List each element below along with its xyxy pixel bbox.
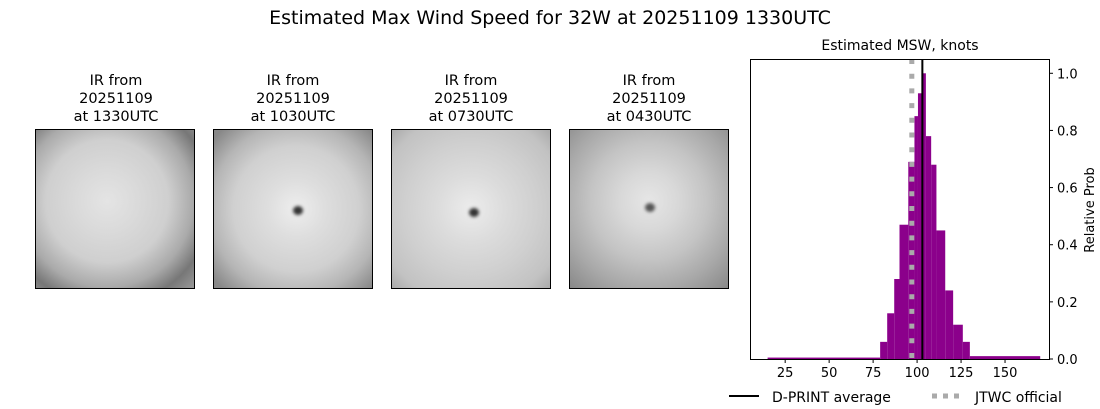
histogram-bar	[969, 356, 1041, 359]
histogram-bar	[908, 161, 915, 359]
chart-title: Estimated MSW, knots	[821, 38, 978, 54]
panel-title-line: IR from	[266, 73, 320, 89]
histogram-bar	[925, 136, 932, 359]
histogram-bar	[887, 313, 895, 359]
y-tick-label: 1.0	[1057, 67, 1078, 82]
histogram-bar	[767, 357, 881, 359]
x-tick-label: 125	[949, 366, 974, 381]
ir-image-0430	[569, 129, 729, 289]
panel-title-line: 20251109	[612, 91, 686, 107]
panel-title-line: 20251109	[256, 91, 330, 107]
panel-title-line: at 1030UTC	[250, 109, 336, 125]
histogram-bar	[945, 290, 954, 359]
histogram-bar	[936, 230, 946, 359]
panel-title-3: IR from 20251109 at 0730UTC	[371, 72, 571, 126]
histogram-bar	[931, 164, 937, 359]
y-tick-label: 0.4	[1057, 239, 1078, 254]
y-tick-label: 0.8	[1057, 124, 1078, 139]
ir-image-0730	[391, 129, 551, 289]
x-tick-label: 25	[777, 366, 794, 381]
x-tick-label: 150	[993, 366, 1018, 381]
x-tick-label: 75	[865, 366, 882, 381]
histogram-bar	[914, 116, 918, 360]
histogram-bar	[962, 341, 970, 359]
ir-image-1030	[213, 129, 373, 289]
histogram-bar	[917, 93, 923, 360]
panel-title-line: 20251109	[434, 91, 508, 107]
legend: D-PRINT average JTWC official	[729, 390, 1062, 406]
panel-title-1: IR from 20251109 at 1330UTC	[16, 72, 216, 126]
panel-title-line: IR from	[89, 73, 143, 89]
histogram-bar	[899, 224, 909, 359]
panel-title-line: at 0730UTC	[428, 109, 514, 125]
panel-title-line: 20251109	[79, 91, 153, 107]
panel-title-2: IR from 20251109 at 1030UTC	[193, 72, 393, 126]
histogram-bar	[880, 341, 888, 359]
axes-frame	[750, 59, 1050, 360]
y-tick-label: 0.2	[1057, 296, 1078, 311]
x-tick-label: 50	[821, 366, 838, 381]
x-tick-label: 100	[905, 366, 930, 381]
y-axis-label: Relative Prob	[1083, 167, 1098, 252]
y-tick-label: 0.0	[1057, 353, 1078, 368]
histogram-bar	[922, 73, 926, 360]
legend-label-jtwc: JTWC official	[974, 390, 1062, 406]
legend-label-dprint: D-PRINT average	[772, 390, 891, 406]
histogram-bar	[894, 279, 900, 359]
histogram-bar	[953, 324, 963, 359]
panel-title-line: at 1330UTC	[73, 109, 159, 125]
panel-title-line: IR from	[622, 73, 676, 89]
ir-image-1330	[35, 129, 195, 289]
panel-title-line: at 0430UTC	[606, 109, 692, 125]
figure-title: Estimated Max Wind Speed for 32W at 2025…	[269, 7, 831, 29]
y-tick-label: 0.6	[1057, 182, 1078, 197]
panel-title-4: IR from 20251109 at 0430UTC	[549, 72, 749, 126]
panel-title-line: IR from	[444, 73, 498, 89]
